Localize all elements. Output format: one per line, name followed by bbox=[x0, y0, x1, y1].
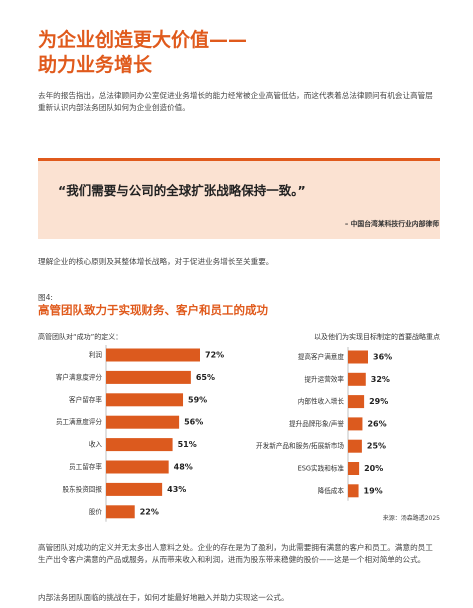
body-text: 高管团队对成功的定义并无太多出人意料之处。企业的存在是为了盈利，为此需要拥有满意… bbox=[38, 543, 433, 564]
value-label: 51% bbox=[178, 440, 197, 449]
bar bbox=[348, 462, 360, 475]
category-label: 股价 bbox=[89, 508, 103, 516]
title: 为企业创造更大价值—— bbox=[38, 29, 248, 51]
bar bbox=[106, 370, 191, 384]
source: 来源：汤森路透2025 bbox=[382, 515, 440, 522]
title: 助力业务增长 bbox=[38, 54, 153, 76]
charts: 高管团队对“成功”的定义： 利润 72% 客户满意度评分 65% 客户留存率 59% 员工满意… bbox=[38, 332, 440, 522]
bar bbox=[348, 439, 362, 453]
category-label: 客户满意度评分 bbox=[56, 372, 103, 381]
value-label: 59% bbox=[188, 395, 207, 404]
value-label: 32% bbox=[371, 375, 390, 384]
bar bbox=[348, 417, 363, 431]
bar bbox=[348, 484, 359, 498]
bar bbox=[106, 505, 135, 519]
bar bbox=[348, 395, 365, 409]
category-label: 提升运营效率 bbox=[304, 374, 344, 383]
category-label: 股东投资回报 bbox=[62, 484, 102, 493]
category-label: 开发新产品和服务/拓展新市场 bbox=[256, 441, 344, 450]
value-label: 19% bbox=[364, 486, 383, 495]
value-label: 72% bbox=[205, 351, 224, 360]
value-label: 20% bbox=[364, 464, 383, 473]
chart-subtitle: 高管团队对“成功”的定义： bbox=[38, 332, 122, 341]
category-label: 降低成本 bbox=[318, 486, 345, 495]
value-label: 22% bbox=[140, 507, 159, 516]
value-label: 36% bbox=[373, 353, 392, 362]
statement: 理解企业的核心原则及其整体增长战略，对于促进业务增长至关重要。 bbox=[38, 257, 274, 266]
category-label: 客户留存率 bbox=[69, 395, 102, 404]
value-label: 56% bbox=[184, 418, 203, 427]
quote: “我们需要与公司的全球扩张战略保持一致。” bbox=[58, 183, 306, 198]
value-label: 43% bbox=[167, 485, 186, 494]
category-label: 利润 bbox=[89, 350, 103, 359]
attribution: – 中国台湾某科技行业内部律师 bbox=[344, 220, 439, 228]
value-label: 25% bbox=[367, 442, 386, 451]
bar bbox=[106, 393, 184, 407]
bar bbox=[106, 482, 163, 496]
value-label: 48% bbox=[174, 463, 193, 472]
bar bbox=[106, 438, 173, 452]
value-label: 26% bbox=[367, 419, 386, 428]
bar bbox=[348, 350, 368, 364]
intro: 去年的报告指出，总法律顾问办公室促进业务增长的能力经常被企业高管低估，而这代表着… bbox=[38, 91, 433, 112]
value-label: 29% bbox=[369, 397, 388, 406]
bar bbox=[106, 415, 180, 429]
chart-subtitle: 以及他们为实现目标制定的首要战略重点 bbox=[314, 332, 440, 341]
category-label: 提高客户满意度 bbox=[298, 352, 345, 361]
body-text: 内部法务团队面临的挑战在于，如何才能最好地融入并助力实现这一公式。 bbox=[38, 593, 289, 602]
category-label: 提升品牌形象/声誉 bbox=[289, 419, 344, 428]
category-label: 内部性收入增长 bbox=[298, 397, 345, 406]
category-label: ESG实践和标准 bbox=[298, 464, 345, 473]
category-label: 收入 bbox=[89, 440, 103, 449]
figure-label: 图4: bbox=[38, 293, 53, 302]
quote-box bbox=[38, 158, 440, 239]
bar bbox=[348, 372, 366, 386]
value-label: 65% bbox=[196, 373, 215, 382]
figure-title: 高管团队致力于实现财务、客户和员工的成功 bbox=[38, 303, 268, 317]
category-label: 员工满意度评分 bbox=[56, 417, 103, 426]
bar bbox=[106, 460, 169, 474]
category-label: 员工留存率 bbox=[69, 462, 102, 471]
bar bbox=[106, 348, 200, 362]
